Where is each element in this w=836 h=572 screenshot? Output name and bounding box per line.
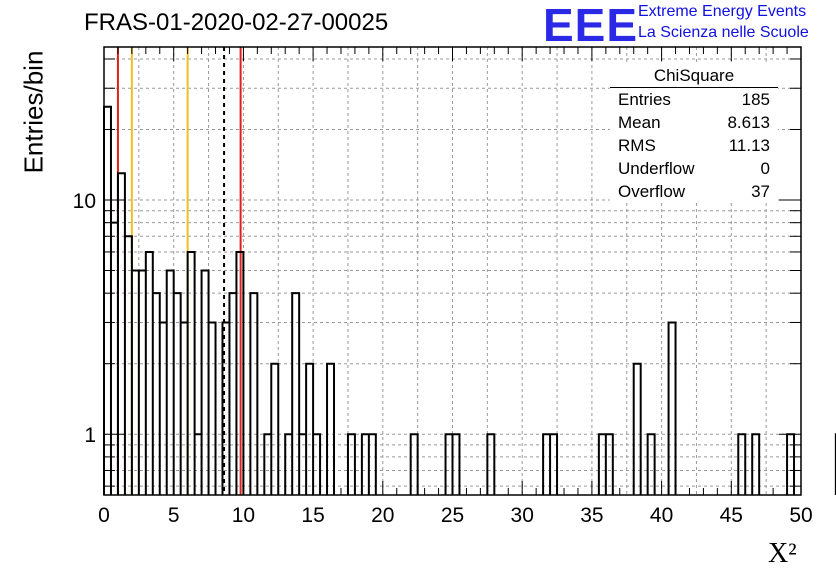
x-tick-label: 45 — [720, 504, 743, 527]
x-tick-label: 50 — [789, 504, 812, 527]
x-tick-label: 5 — [168, 504, 180, 527]
stats-row: Entries 185 — [610, 88, 778, 111]
x-tick-label: 25 — [441, 504, 464, 527]
y-tick-label: 10 — [73, 190, 96, 213]
stats-label: Mean — [618, 113, 661, 132]
stats-row: Mean 8.613 — [610, 111, 778, 134]
stats-label: RMS — [618, 136, 656, 155]
x-tick-label: 30 — [511, 504, 534, 527]
y-axis-label: Entries/bin — [18, 50, 49, 174]
eee-logo: EEE — [543, 0, 639, 51]
chart-title: FRAS-01-2020-02-27-00025 — [84, 9, 389, 36]
stats-label: Entries — [618, 90, 671, 109]
axis-ticks — [103, 47, 802, 495]
x-tick-labels: 0 5 10 15 20 25 30 35 40 45 50 — [98, 504, 813, 527]
stats-label: Overflow — [618, 182, 686, 201]
x-tick-label: 15 — [301, 504, 324, 527]
histogram-bars — [103, 105, 836, 495]
y-tick-label: 1 — [84, 424, 96, 447]
stats-row: RMS 11.13 — [610, 134, 778, 157]
stats-value: 37 — [751, 182, 770, 201]
stats-value: 185 — [741, 90, 770, 109]
stats-row: Overflow 37 — [610, 180, 778, 203]
stats-value: 8.613 — [727, 113, 770, 132]
logo-tagline-2: La Scienza nelle Scuole — [638, 24, 809, 41]
x-axis-label: X² — [768, 538, 797, 569]
stats-row: Underflow 0 — [610, 157, 778, 180]
logo-tagline-1: Extreme Energy Events — [638, 3, 807, 20]
stats-value: 11.13 — [728, 136, 770, 155]
stats-value: 0 — [760, 159, 770, 178]
stats-box: ChiSquare Entries 185 Mean 8.613 RMS 11.… — [610, 64, 778, 203]
x-tick-label: 35 — [580, 504, 603, 527]
stats-title: ChiSquare — [610, 64, 778, 88]
x-tick-label: 40 — [650, 504, 673, 527]
stats-label: Underflow — [618, 159, 695, 178]
x-tick-label: 0 — [98, 504, 110, 527]
x-tick-label: 10 — [232, 504, 255, 527]
x-tick-label: 20 — [371, 504, 394, 527]
y-tick-labels: 1 10 — [73, 190, 96, 447]
